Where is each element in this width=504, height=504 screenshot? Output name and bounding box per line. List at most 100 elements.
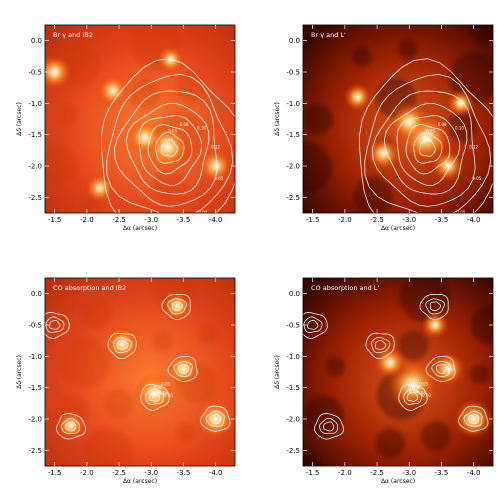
panel-image: 0.060.050.080.100.120.050.090.15 — [303, 25, 493, 213]
texture-blob — [447, 111, 478, 142]
contour-line — [406, 391, 419, 402]
contour-line — [205, 410, 225, 427]
contour-label: 0.12 — [211, 145, 220, 150]
contour-line — [61, 417, 80, 434]
texture-blob — [45, 144, 77, 185]
axes-frame — [44, 24, 236, 214]
contour-line — [463, 410, 483, 427]
texture-blob — [398, 330, 429, 361]
contour-label: 0.05 — [419, 381, 428, 386]
panel-image: 0.040.060.05 0.080.10 — [45, 278, 235, 466]
y-tick-label: -0.5 — [286, 69, 300, 77]
contour-label: 0.08 — [159, 391, 168, 396]
texture-blob — [375, 428, 406, 459]
x-tick-label: -3.0 — [402, 216, 416, 224]
contour-line — [425, 356, 456, 382]
panel-title: Br γ and IB2 — [53, 31, 93, 39]
contour-line — [403, 388, 423, 405]
x-tick-label: -2.0 — [338, 469, 352, 477]
contour-line — [148, 391, 161, 402]
axes-frame — [302, 277, 494, 467]
y-tick-label: -0.5 — [28, 69, 42, 77]
y-tick-label: 0.0 — [289, 37, 300, 45]
texture-blob — [353, 176, 394, 213]
source-glow — [55, 410, 86, 441]
contour-line — [359, 58, 493, 213]
source-glow — [430, 351, 465, 386]
contour-line — [429, 301, 442, 312]
texture-blob — [198, 324, 219, 345]
source-glow — [453, 399, 493, 439]
contour-line — [314, 413, 345, 440]
x-tick-label: -3.5 — [177, 216, 191, 224]
texture-blob — [303, 104, 334, 134]
x-tick-label: -2.5 — [370, 216, 384, 224]
texture-blob — [325, 356, 346, 377]
y-tick-label: -1.5 — [28, 131, 42, 139]
x-axis-title: Δα (arcsec) — [381, 478, 415, 485]
x-tick-label: -3.5 — [435, 469, 449, 477]
y-tick-label: 0.0 — [31, 37, 42, 45]
contour-label: 0.06 — [165, 138, 174, 143]
ticks: -1.5 -2.0 -2.5 -3.0 -3.5 -4.0 0.0 -0.5 -1.0 -1.5 -… — [286, 278, 493, 477]
texture-blob — [303, 395, 344, 436]
source-glow — [45, 54, 73, 90]
axes-frame — [44, 277, 236, 467]
texture-blob — [303, 142, 332, 193]
contour-line — [413, 131, 443, 164]
panel-image: 0.060.050.080.100.120.050.090.15 — [45, 25, 235, 213]
contour-line — [372, 90, 476, 207]
panel-1: 0.060.050.080.100.120.050.090.15-1.5 -2.0… — [16, 24, 236, 232]
contour-line — [145, 388, 165, 405]
axes-frame — [302, 24, 494, 214]
source-glow — [166, 351, 201, 386]
contour-line — [138, 115, 203, 186]
x-tick-label: -3.0 — [144, 469, 158, 477]
contour-line — [112, 336, 133, 354]
contour-line — [419, 139, 436, 157]
contour-line — [323, 421, 335, 432]
contour-line — [374, 340, 387, 350]
contour-line — [65, 421, 77, 432]
texture-blob — [152, 331, 173, 352]
source-glow — [84, 172, 115, 203]
contour-line — [383, 102, 468, 195]
contour-line — [431, 360, 451, 377]
contour-label: 0.08 — [417, 391, 426, 396]
contour-label: 0.12 — [469, 145, 478, 150]
contour-line — [161, 139, 178, 157]
contour-line — [171, 301, 184, 312]
contour-label: 0.10 — [164, 393, 173, 398]
x-axis-title: Δα (arcsec) — [381, 225, 415, 232]
source-glow — [96, 74, 129, 107]
panel-2: 0.060.050.080.100.120.050.090.15 -1.5 -2.0… — [274, 24, 494, 232]
y-axis-title: Δδ (arcsec) — [16, 102, 23, 136]
y-tick-label: -1.0 — [28, 100, 42, 108]
contour-line — [49, 319, 61, 330]
x-tick-label: -1.5 — [48, 216, 62, 224]
source-glow — [104, 325, 141, 362]
y-tick-label: -2.0 — [286, 163, 300, 171]
ticks: -1.5 -2.0 -2.5 -3.0 -3.5 -4.0 0.0 -0.5 -1.0 -1.5 -… — [28, 25, 235, 224]
y-tick-label: -1.5 — [286, 131, 300, 139]
contours: 0.060.050.080.100.120.050.090.15 — [359, 58, 493, 213]
contour-label: 0.08 — [180, 122, 189, 127]
contour-line — [140, 383, 170, 411]
contour-line — [365, 332, 395, 360]
x-tick-label: -1.5 — [306, 469, 320, 477]
y-tick-label: -1.5 — [286, 384, 300, 392]
source-glow — [366, 136, 401, 171]
x-tick-label: -4.0 — [467, 216, 481, 224]
contour-line — [398, 383, 428, 411]
contour-line — [114, 90, 218, 207]
panel-title: CO absorption and IB2 — [53, 284, 126, 292]
y-tick-label: -1.5 — [28, 384, 42, 392]
y-tick-label: -1.0 — [28, 353, 42, 361]
y-tick-label: -2.0 — [28, 163, 42, 171]
x-tick-label: -4.0 — [209, 469, 223, 477]
y-tick-label: -0.5 — [28, 322, 42, 330]
contour-line — [167, 356, 198, 382]
x-tick-label: -3.0 — [402, 469, 416, 477]
y-axis-title: Δδ (arcsec) — [274, 355, 281, 389]
